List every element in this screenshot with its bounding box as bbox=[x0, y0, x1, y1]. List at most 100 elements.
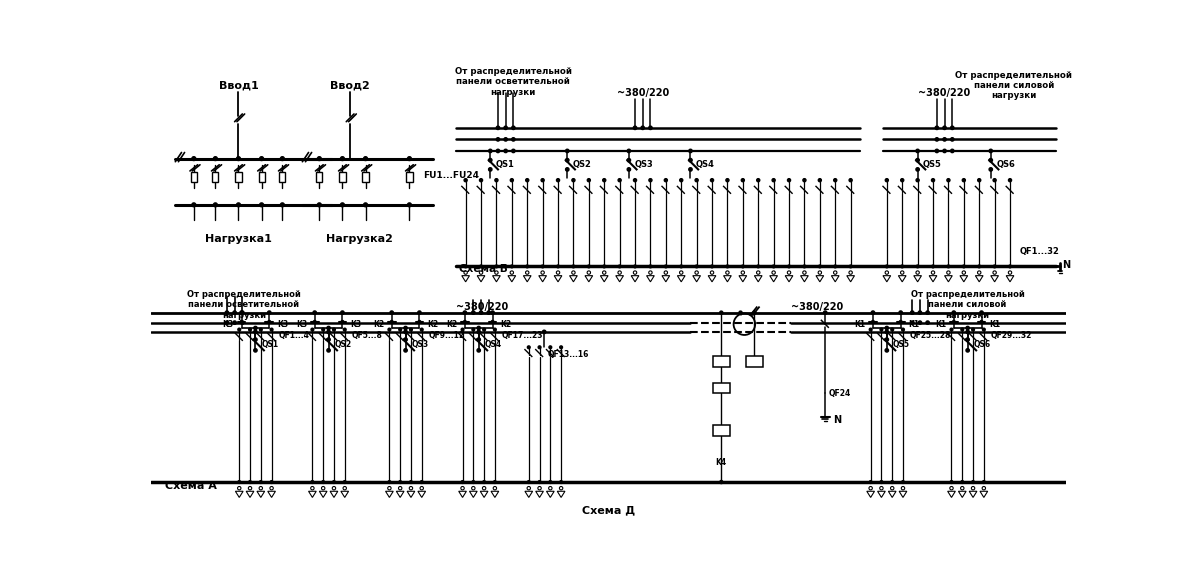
Text: Нагрузка1: Нагрузка1 bbox=[206, 235, 272, 245]
Circle shape bbox=[689, 150, 693, 152]
Circle shape bbox=[465, 265, 467, 268]
Circle shape bbox=[757, 265, 759, 268]
Circle shape bbox=[710, 265, 714, 268]
Circle shape bbox=[260, 203, 264, 207]
Circle shape bbox=[935, 150, 939, 152]
Circle shape bbox=[495, 265, 498, 268]
Circle shape bbox=[962, 265, 965, 268]
Text: QF29...32: QF29...32 bbox=[991, 331, 1032, 340]
Circle shape bbox=[254, 326, 257, 330]
Text: QS3: QS3 bbox=[412, 340, 429, 349]
Circle shape bbox=[248, 481, 252, 484]
Text: Схема Д: Схема Д bbox=[582, 506, 636, 516]
Circle shape bbox=[720, 481, 722, 484]
Circle shape bbox=[463, 321, 466, 324]
Circle shape bbox=[497, 138, 500, 141]
Circle shape bbox=[390, 311, 393, 314]
Circle shape bbox=[410, 328, 412, 331]
Circle shape bbox=[950, 150, 954, 152]
Text: От распределительной
панели осветительной
нагрузки: От распределительной панели осветительно… bbox=[187, 290, 301, 320]
Circle shape bbox=[978, 179, 981, 182]
Circle shape bbox=[478, 326, 480, 330]
Circle shape bbox=[504, 126, 507, 130]
Circle shape bbox=[899, 311, 903, 314]
Text: KT: KT bbox=[748, 357, 760, 366]
Circle shape bbox=[472, 311, 475, 314]
Text: K3: K3 bbox=[350, 321, 361, 329]
Circle shape bbox=[525, 179, 529, 182]
Circle shape bbox=[391, 321, 393, 324]
Text: N: N bbox=[833, 415, 841, 425]
Circle shape bbox=[512, 138, 516, 141]
Circle shape bbox=[950, 481, 953, 484]
Circle shape bbox=[404, 338, 407, 341]
Circle shape bbox=[720, 311, 722, 314]
Text: K1: K1 bbox=[935, 321, 946, 329]
Circle shape bbox=[511, 179, 513, 182]
Circle shape bbox=[465, 179, 467, 182]
Circle shape bbox=[753, 311, 756, 314]
Circle shape bbox=[649, 265, 652, 268]
Circle shape bbox=[461, 328, 465, 331]
Circle shape bbox=[497, 126, 500, 130]
Circle shape bbox=[689, 158, 693, 162]
Text: K2: K2 bbox=[428, 321, 438, 329]
Circle shape bbox=[918, 311, 922, 314]
Circle shape bbox=[241, 311, 244, 314]
Text: KL: KL bbox=[715, 357, 727, 366]
Text: K2: K2 bbox=[446, 321, 457, 329]
Circle shape bbox=[982, 481, 985, 484]
Circle shape bbox=[214, 203, 217, 207]
Circle shape bbox=[990, 158, 992, 162]
Circle shape bbox=[322, 328, 324, 331]
Circle shape bbox=[549, 346, 551, 349]
Circle shape bbox=[1009, 265, 1011, 268]
Circle shape bbox=[943, 150, 947, 152]
Circle shape bbox=[557, 265, 560, 268]
Bar bbox=[746, 356, 763, 367]
Circle shape bbox=[527, 346, 530, 349]
Text: От распределительной
панели силовой
нагрузки: От распределительной панели силовой нагр… bbox=[955, 71, 1073, 100]
Circle shape bbox=[311, 328, 314, 331]
Circle shape bbox=[918, 321, 922, 324]
Circle shape bbox=[943, 126, 947, 130]
Circle shape bbox=[407, 203, 411, 207]
Circle shape bbox=[478, 349, 480, 352]
Circle shape bbox=[834, 179, 836, 182]
Circle shape bbox=[504, 150, 507, 152]
Circle shape bbox=[493, 328, 497, 331]
Circle shape bbox=[966, 330, 969, 333]
Circle shape bbox=[961, 328, 963, 331]
Circle shape bbox=[270, 481, 273, 484]
Circle shape bbox=[478, 330, 480, 333]
Circle shape bbox=[925, 311, 929, 314]
Circle shape bbox=[649, 126, 652, 130]
Circle shape bbox=[254, 338, 257, 341]
Circle shape bbox=[404, 330, 407, 333]
Circle shape bbox=[819, 179, 821, 182]
Circle shape bbox=[343, 481, 346, 484]
Circle shape bbox=[649, 179, 652, 182]
Circle shape bbox=[935, 138, 939, 141]
Circle shape bbox=[511, 265, 513, 268]
Circle shape bbox=[966, 349, 969, 352]
Circle shape bbox=[899, 321, 902, 324]
Circle shape bbox=[573, 265, 575, 268]
Circle shape bbox=[388, 481, 391, 484]
Circle shape bbox=[317, 203, 321, 207]
Circle shape bbox=[587, 265, 590, 268]
Circle shape bbox=[803, 265, 805, 268]
Circle shape bbox=[834, 265, 836, 268]
Circle shape bbox=[341, 203, 345, 207]
Circle shape bbox=[479, 311, 482, 314]
Circle shape bbox=[565, 150, 569, 152]
Text: QF9...12: QF9...12 bbox=[429, 331, 465, 340]
Circle shape bbox=[327, 338, 330, 341]
Text: Ввод1: Ввод1 bbox=[219, 81, 258, 91]
Circle shape bbox=[952, 311, 955, 314]
Circle shape bbox=[1009, 179, 1011, 182]
Circle shape bbox=[950, 328, 953, 331]
Text: QS4: QS4 bbox=[485, 340, 503, 349]
Circle shape bbox=[849, 265, 852, 268]
Text: QF13...16: QF13...16 bbox=[548, 350, 588, 360]
